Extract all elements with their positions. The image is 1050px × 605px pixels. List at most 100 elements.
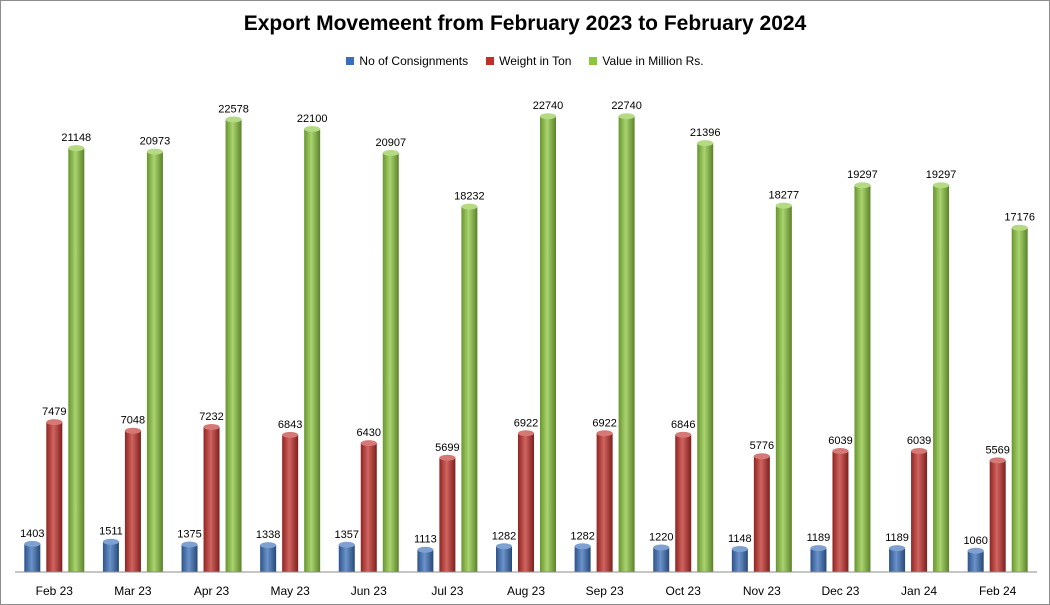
- value-label-weight-in-ton-apr-23: 7232: [199, 411, 223, 423]
- value-label-weight-in-ton-mar-23: 7048: [121, 415, 145, 427]
- bar-value-in-million-rs-jun-23: [382, 152, 399, 573]
- bar-no-of-consignments-mar-23: [102, 541, 119, 572]
- value-label-no-of-consignments-jan-24: 1189: [885, 532, 909, 544]
- bar-weight-in-ton-sep-23: [596, 433, 613, 572]
- value-label-value-in-million-rs-aug-23: 22740: [533, 100, 564, 112]
- legend-item-value: Value in Million Rs.: [589, 54, 704, 68]
- bar-weight-in-ton-nov-23: [753, 456, 770, 572]
- bar-cap-weight-in-ton-nov-23: [753, 453, 770, 460]
- value-label-no-of-consignments-oct-23: 1220: [649, 532, 673, 544]
- value-label-value-in-million-rs-oct-23: 21396: [690, 127, 721, 139]
- bar-no-of-consignments-jan-24: [889, 548, 906, 572]
- bar-value-in-million-rs-apr-23: [225, 119, 242, 573]
- bar-weight-in-ton-jan-24: [911, 450, 928, 572]
- bar-no-of-consignments-aug-23: [496, 546, 512, 572]
- category-label-may-23: May 23: [270, 584, 310, 598]
- bar-cap-no-of-consignments-nov-23: [731, 545, 748, 552]
- bar-no-of-consignments-may-23: [260, 545, 277, 572]
- bar-cap-weight-in-ton-oct-23: [675, 431, 692, 438]
- value-label-value-in-million-rs-feb-23: 21148: [61, 132, 91, 144]
- bar-cap-no-of-consignments-jun-23: [338, 541, 355, 548]
- bar-cap-weight-in-ton-may-23: [282, 431, 299, 438]
- bar-weight-in-ton-mar-23: [124, 430, 141, 572]
- bar-cap-weight-in-ton-jan-24: [911, 447, 928, 454]
- bar-cap-weight-in-ton-jul-23: [439, 454, 456, 461]
- legend-swatch-weight: [486, 57, 495, 65]
- legend-swatch-consignments: [346, 57, 355, 65]
- bar-cap-weight-in-ton-feb-23: [46, 419, 63, 426]
- category-label-oct-23: Oct 23: [666, 584, 702, 598]
- category-label-jan-24: Jan 24: [901, 584, 937, 598]
- bar-cap-value-in-million-rs-feb-24: [1011, 224, 1028, 231]
- value-label-no-of-consignments-aug-23: 1282: [492, 530, 516, 542]
- bar-value-in-million-rs-jan-24: [933, 185, 950, 572]
- value-label-value-in-million-rs-mar-23: 20973: [140, 136, 171, 148]
- category-label-aug-23: Aug 23: [507, 584, 545, 598]
- category-label-feb-24: Feb 24: [979, 584, 1017, 598]
- bar-cap-weight-in-ton-feb-24: [989, 457, 1006, 464]
- value-label-no-of-consignments-may-23: 1338: [256, 529, 280, 541]
- value-label-weight-in-ton-feb-23: 7479: [42, 406, 66, 418]
- bar-weight-in-ton-feb-23: [46, 422, 63, 572]
- bar-value-in-million-rs-jul-23: [461, 206, 478, 572]
- bar-weight-in-ton-aug-23: [518, 433, 534, 572]
- value-label-weight-in-ton-oct-23: 6846: [671, 419, 695, 431]
- legend-item-weight: Weight in Ton: [486, 54, 571, 68]
- value-label-value-in-million-rs-apr-23: 22578: [218, 103, 249, 115]
- bar-cap-value-in-million-rs-mar-23: [146, 148, 163, 155]
- value-label-value-in-million-rs-jan-24: 19297: [926, 169, 957, 181]
- bar-cap-value-in-million-rs-oct-23: [697, 140, 714, 147]
- value-label-no-of-consignments-dec-23: 1189: [807, 532, 831, 544]
- category-label-jul-23: Jul 23: [431, 584, 463, 598]
- bar-cap-no-of-consignments-aug-23: [496, 543, 512, 550]
- value-label-no-of-consignments-feb-23: 1403: [20, 528, 44, 540]
- value-label-no-of-consignments-sep-23: 1282: [570, 530, 594, 542]
- bar-value-in-million-rs-aug-23: [540, 116, 556, 572]
- value-label-value-in-million-rs-jul-23: 18232: [454, 191, 485, 203]
- bar-cap-value-in-million-rs-apr-23: [225, 116, 242, 123]
- bar-cap-weight-in-ton-dec-23: [832, 447, 849, 454]
- value-label-no-of-consignments-jul-23: 1113: [414, 534, 437, 546]
- bar-cap-no-of-consignments-jan-24: [889, 545, 906, 552]
- legend-label-consignments: No of Consignments: [359, 54, 469, 68]
- bar-cap-weight-in-ton-jun-23: [360, 440, 377, 447]
- bar-cap-value-in-million-rs-jul-23: [461, 203, 478, 210]
- value-label-value-in-million-rs-dec-23: 19297: [847, 169, 878, 181]
- bar-value-in-million-rs-sep-23: [618, 116, 635, 572]
- value-label-weight-in-ton-feb-24: 5569: [985, 444, 1009, 456]
- bar-value-in-million-rs-oct-23: [697, 143, 714, 573]
- value-label-weight-in-ton-may-23: 6843: [278, 419, 302, 431]
- bar-cap-no-of-consignments-apr-23: [181, 541, 198, 548]
- value-label-value-in-million-rs-jun-23: 20907: [375, 137, 406, 149]
- bar-cap-weight-in-ton-aug-23: [518, 430, 534, 437]
- bar-cap-no-of-consignments-oct-23: [653, 544, 670, 551]
- bar-cap-weight-in-ton-mar-23: [124, 427, 141, 434]
- legend-item-consignments: No of Consignments: [346, 54, 468, 68]
- bar-no-of-consignments-jun-23: [338, 544, 355, 572]
- value-label-weight-in-ton-aug-23: 6922: [514, 417, 538, 429]
- bar-cap-no-of-consignments-may-23: [260, 542, 277, 549]
- bar-weight-in-ton-oct-23: [675, 434, 692, 572]
- bar-weight-in-ton-jul-23: [439, 457, 456, 572]
- bar-cap-value-in-million-rs-sep-23: [618, 113, 635, 120]
- legend-label-value: Value in Million Rs.: [602, 54, 704, 68]
- category-label-dec-23: Dec 23: [821, 584, 859, 598]
- bar-value-in-million-rs-nov-23: [775, 205, 792, 572]
- bar-value-in-million-rs-dec-23: [854, 185, 871, 572]
- value-label-value-in-million-rs-sep-23: 22740: [611, 100, 642, 112]
- value-label-no-of-consignments-jun-23: 1357: [335, 529, 359, 541]
- value-label-value-in-million-rs-may-23: 22100: [297, 113, 328, 125]
- bar-no-of-consignments-feb-23: [24, 543, 41, 572]
- bar-weight-in-ton-may-23: [282, 434, 299, 572]
- value-label-no-of-consignments-nov-23: 1148: [728, 533, 752, 545]
- bar-cap-no-of-consignments-mar-23: [102, 538, 119, 545]
- bar-weight-in-ton-feb-24: [989, 460, 1006, 572]
- bar-no-of-consignments-feb-24: [967, 550, 984, 572]
- bar-no-of-consignments-jul-23: [417, 549, 434, 572]
- category-label-jun-23: Jun 23: [351, 584, 387, 598]
- value-label-no-of-consignments-apr-23: 1375: [177, 528, 201, 540]
- chart-title: Export Movemeent from February 2023 to F…: [243, 12, 807, 35]
- bar-value-in-million-rs-may-23: [304, 129, 321, 572]
- bar-cap-no-of-consignments-dec-23: [810, 545, 827, 552]
